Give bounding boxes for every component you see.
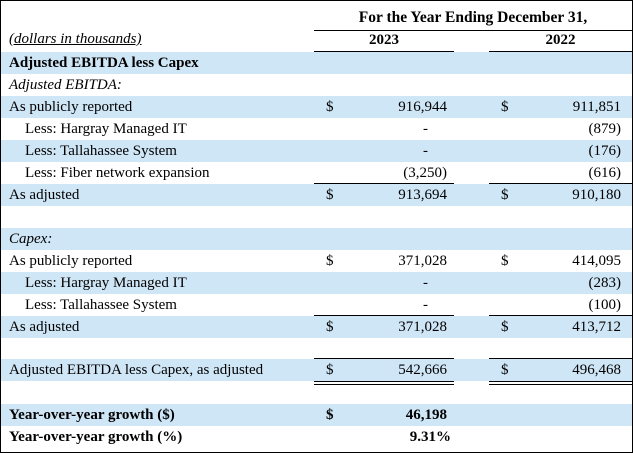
year-2022-header: 2022 <box>545 32 576 48</box>
table-row: As adjusted $ 371,028 $ 413,712 <box>1 316 632 338</box>
growth-value: 46,198 <box>405 407 447 423</box>
value-2022: 911,851 <box>572 99 621 115</box>
spacer-row <box>1 338 632 360</box>
row-label: Less: Hargray Managed IT <box>25 275 187 291</box>
dollar-sign: $ <box>501 99 509 115</box>
dollar-sign: $ <box>326 187 334 203</box>
year-2022-rule <box>489 51 632 52</box>
table-row: As adjusted $ 913,694 $ 910,180 <box>1 184 632 206</box>
value-2022: 910,180 <box>572 187 621 203</box>
ebitda-heading-row: Adjusted EBITDA: <box>1 74 632 96</box>
table-row: Less: Hargray Managed IT - (283) <box>1 272 632 294</box>
value-2022: 496,468 <box>572 362 621 378</box>
section-title: Adjusted EBITDA less Capex <box>9 55 199 71</box>
value-2022: 413,712 <box>572 319 621 335</box>
value-2022: 414,095 <box>572 253 621 269</box>
value-2023: - <box>423 143 428 159</box>
value-2023: 371,028 <box>398 319 447 335</box>
table-row: Less: Tallahassee System - (100) <box>1 294 632 316</box>
subtotal-rule <box>489 315 632 316</box>
row-label: As adjusted <box>9 319 80 335</box>
value-2023: (3,250) <box>403 165 447 181</box>
table-row: Less: Hargray Managed IT - (879) <box>1 118 632 140</box>
subtotal-rule <box>314 315 454 316</box>
dollar-sign: $ <box>501 253 509 269</box>
value-2022: (176) <box>588 143 622 159</box>
table-row: Less: Fiber network expansion (3,250) (6… <box>1 162 632 184</box>
value-2022: (616) <box>588 165 622 181</box>
value-2022: (283) <box>588 275 622 291</box>
capex-heading: Capex: <box>9 231 53 247</box>
section-title-row: Adjusted EBITDA less Capex <box>1 52 632 74</box>
row-label: Less: Fiber network expansion <box>25 165 210 181</box>
total-rule <box>489 358 632 359</box>
subtotal-rule <box>489 183 632 184</box>
growth-row: Year-over-year growth ($) $ 46,198 <box>1 404 632 426</box>
period-title: For the Year Ending December 31, <box>358 9 588 26</box>
dollar-sign: $ <box>326 407 334 423</box>
spacer-row <box>1 206 632 228</box>
value-2023: - <box>423 121 428 137</box>
value-2023: 916,944 <box>398 99 447 115</box>
row-label: As publicly reported <box>9 253 133 269</box>
row-label: Adjusted EBITDA less Capex, as adjusted <box>9 362 264 378</box>
row-label: Year-over-year growth ($) <box>9 407 175 423</box>
table-row: Less: Tallahassee System - (176) <box>1 140 632 162</box>
dollar-sign: $ <box>501 319 509 335</box>
total-row: Adjusted EBITDA less Capex, as adjusted … <box>1 359 632 381</box>
double-underline <box>314 381 454 385</box>
dollar-sign: $ <box>326 319 334 335</box>
dollar-sign: $ <box>326 99 334 115</box>
year-2023-header: 2023 <box>369 32 399 48</box>
total-rule <box>314 358 454 359</box>
row-label: Less: Hargray Managed IT <box>25 121 187 137</box>
row-label: Year-over-year growth (%) <box>9 429 183 445</box>
row-label: As publicly reported <box>9 99 133 115</box>
dollar-sign: $ <box>501 187 509 203</box>
capex-heading-row: Capex: <box>1 228 632 250</box>
value-2023: 371,028 <box>398 253 447 269</box>
value-2023: 542,666 <box>398 362 447 378</box>
row-label: Less: Tallahassee System <box>25 143 177 159</box>
dollar-sign: $ <box>501 362 509 378</box>
table-row: As publicly reported $ 371,028 $ 414,095 <box>1 250 632 272</box>
dollar-sign: $ <box>326 362 334 378</box>
header-rule <box>314 30 632 31</box>
spacer-row <box>1 385 632 403</box>
year-2023-rule <box>314 51 454 52</box>
units-note: (dollars in thousands) <box>9 31 142 47</box>
value-2022: (100) <box>588 297 622 313</box>
value-2023: 913,694 <box>398 187 447 203</box>
ebitda-heading: Adjusted EBITDA: <box>9 77 122 93</box>
subtotal-rule <box>314 183 454 184</box>
value-2023: - <box>423 275 428 291</box>
value-2022: (879) <box>588 121 622 137</box>
value-2023: - <box>423 297 428 313</box>
double-underline <box>489 381 632 385</box>
growth-percent: 9.31% <box>409 429 451 445</box>
dollar-sign: $ <box>326 253 334 269</box>
table-row: As publicly reported $ 916,944 $ 911,851 <box>1 96 632 118</box>
row-label: Less: Tallahassee System <box>25 297 177 313</box>
growth-row: Year-over-year growth (%) 9.31% <box>1 426 632 448</box>
row-label: As adjusted <box>9 187 80 203</box>
